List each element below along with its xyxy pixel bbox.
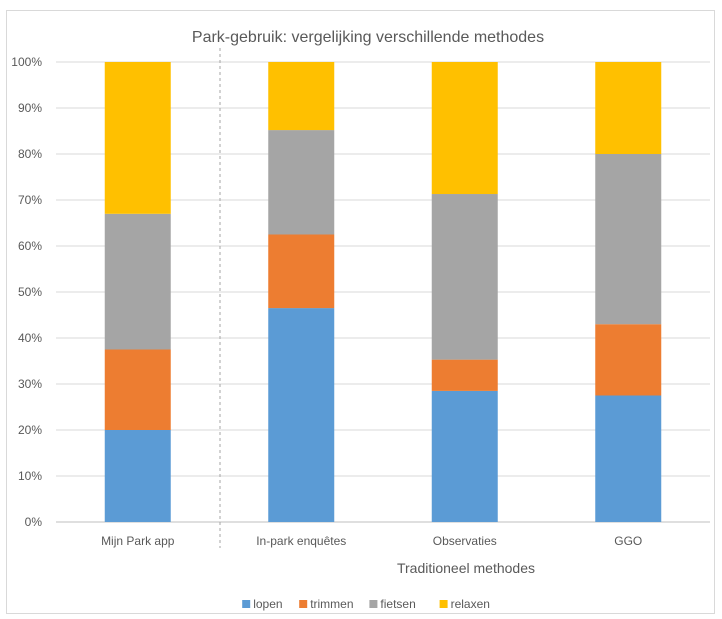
bar-segment-relaxen <box>431 62 498 195</box>
x-tick-label: Observaties <box>433 534 497 548</box>
y-tick-label: 30% <box>18 377 42 391</box>
x-tick-label: Mijn Park app <box>101 534 175 548</box>
x-axis: Mijn Park app In-park enquêtes Observaties… <box>101 534 642 548</box>
legend: lopen trimmen fietsen relaxen <box>242 597 490 611</box>
legend-swatch-relaxen <box>439 600 448 608</box>
x-tick-label: In-park enquêtes <box>256 534 346 548</box>
bar-segment-fietsen <box>104 213 171 350</box>
bar-segment-lopen <box>431 390 498 522</box>
bar-segment-relaxen <box>104 62 171 214</box>
bar-segment-relaxen <box>268 62 335 131</box>
legend-label-fietsen: fietsen <box>380 597 415 611</box>
chart-frame <box>6 10 715 614</box>
y-tick-label: 80% <box>18 147 42 161</box>
y-tick-label: 40% <box>18 331 42 345</box>
y-tick-label: 10% <box>18 469 42 483</box>
bars <box>104 62 662 522</box>
bar-segment-fietsen <box>595 154 662 325</box>
legend-swatch-trimmen <box>299 600 308 608</box>
y-tick-label: 100% <box>11 55 42 69</box>
legend-swatch-lopen <box>242 600 251 608</box>
bar-segment-lopen <box>268 308 335 522</box>
y-axis: 0% 10% 20% 30% 40% 50% 60% 70% 80% 90% 100% <box>11 55 42 529</box>
group-label: Traditioneel methodes <box>397 560 535 576</box>
bar-segment-lopen <box>104 430 171 522</box>
bar-segment-fietsen <box>431 194 498 360</box>
bar-segment-trimmen <box>595 324 662 396</box>
y-tick-label: 50% <box>18 285 42 299</box>
legend-label-trimmen: trimmen <box>310 597 353 611</box>
legend-label-relaxen: relaxen <box>451 597 490 611</box>
x-tick-label: GGO <box>614 534 642 548</box>
bar-segment-fietsen <box>268 130 335 235</box>
bar-segment-trimmen <box>104 349 171 430</box>
legend-label-lopen: lopen <box>253 597 282 611</box>
legend-swatch-fietsen <box>369 600 378 608</box>
y-tick-label: 20% <box>18 423 42 437</box>
y-tick-label: 60% <box>18 239 42 253</box>
chart-title: Park-gebruik: vergelijking verschillende… <box>192 29 544 46</box>
y-tick-label: 90% <box>18 101 42 115</box>
y-tick-label: 0% <box>25 515 43 529</box>
y-tick-label: 70% <box>18 193 42 207</box>
bar-segment-trimmen <box>268 234 335 309</box>
bar-segment-trimmen <box>431 359 498 391</box>
bar-segment-relaxen <box>595 62 662 154</box>
bar-segment-lopen <box>595 395 662 522</box>
